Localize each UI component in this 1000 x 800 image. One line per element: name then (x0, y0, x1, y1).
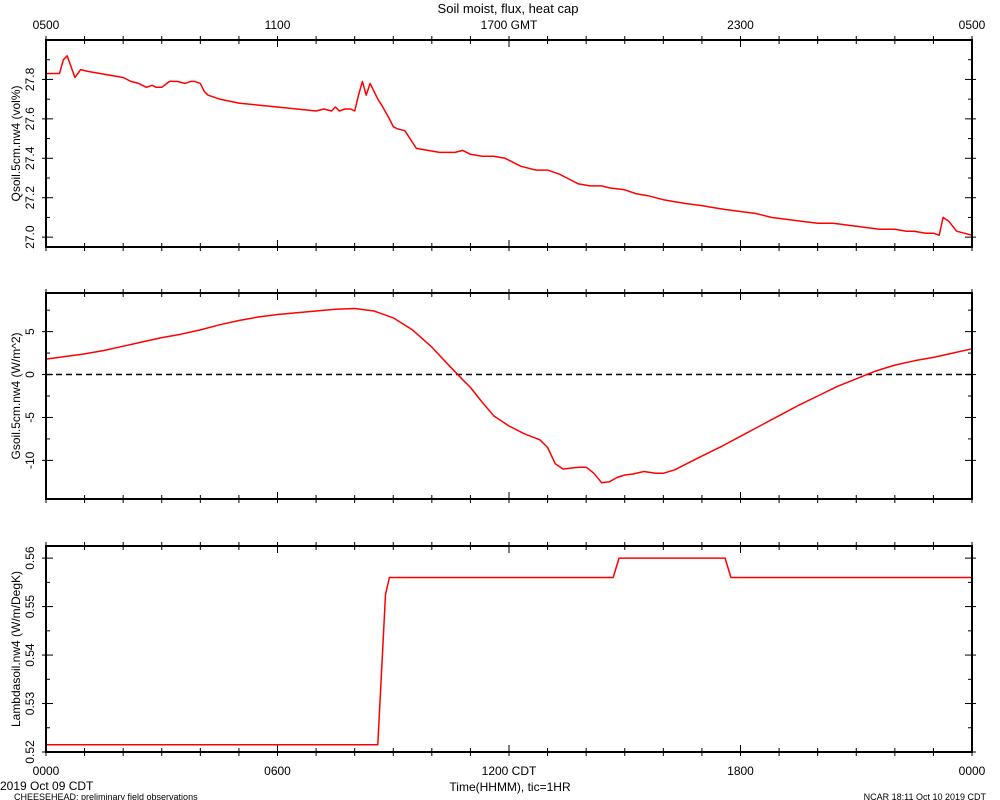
series-line (46, 55, 973, 236)
top-time-tick-label: 2300 (727, 18, 754, 32)
bottom-time-tick-label: 1200 CDT (482, 764, 537, 778)
y-tick-label: 27.8 (23, 67, 37, 91)
y-tick-label: 27.0 (23, 225, 37, 249)
y-axis-label: Gsoil.5cm.nw4 (W/m^2) (9, 333, 23, 460)
x-axis-label: Time(HHMM), tic=1HR (449, 780, 571, 794)
y-tick-label: -10 (23, 451, 37, 469)
footer-left: CHEESEHEAD: preliminary field observatio… (14, 792, 198, 800)
panel-frame (45, 292, 973, 500)
y-axis-label: Lambdasoil.nw4 (W/m/DegK) (9, 571, 23, 727)
y-tick-label: -5 (23, 412, 37, 423)
y-tick-label: 27.2 (23, 186, 37, 210)
chart-title: Soil moist, flux, heat cap (438, 1, 579, 16)
y-tick-label: 27.4 (23, 146, 37, 170)
date-label: 2019 Oct 09 CDT (0, 779, 94, 793)
top-time-tick-label: 0500 (959, 18, 986, 32)
bottom-time-tick-label: 0000 (33, 764, 60, 778)
y-tick-label: 0.52 (23, 740, 37, 764)
y-tick-label: 0.55 (23, 595, 37, 619)
y-tick-label: 0 (23, 371, 37, 378)
bottom-time-tick-label: 0000 (959, 764, 986, 778)
y-axis-label: Qsoil.5cm.nw4 (vol%) (9, 85, 23, 201)
series-line (45, 307, 973, 484)
y-tick-label: 5 (23, 328, 37, 335)
panel-frame (45, 545, 973, 753)
top-time-tick-label: 1700 GMT (481, 18, 538, 32)
y-tick-label: 0.54 (23, 643, 37, 667)
footer-right: NCAR 18:11 Oct 10 2019 CDT (864, 792, 987, 800)
y-tick-label: 0.56 (23, 546, 37, 570)
panel-frame (45, 39, 973, 248)
y-tick-label: 0.53 (23, 692, 37, 716)
bottom-time-axis-labels: 0000 0600 1200 CDT 1800 0000 (33, 764, 986, 778)
top-time-tick-label: 1100 (265, 18, 291, 32)
y-tick-label: 27.6 (23, 107, 37, 131)
bottom-time-tick-label: 0600 (264, 764, 291, 778)
top-time-tick-label: 0500 (33, 18, 60, 32)
series-line (46, 557, 972, 746)
bottom-time-tick-label: 1800 (727, 764, 754, 778)
